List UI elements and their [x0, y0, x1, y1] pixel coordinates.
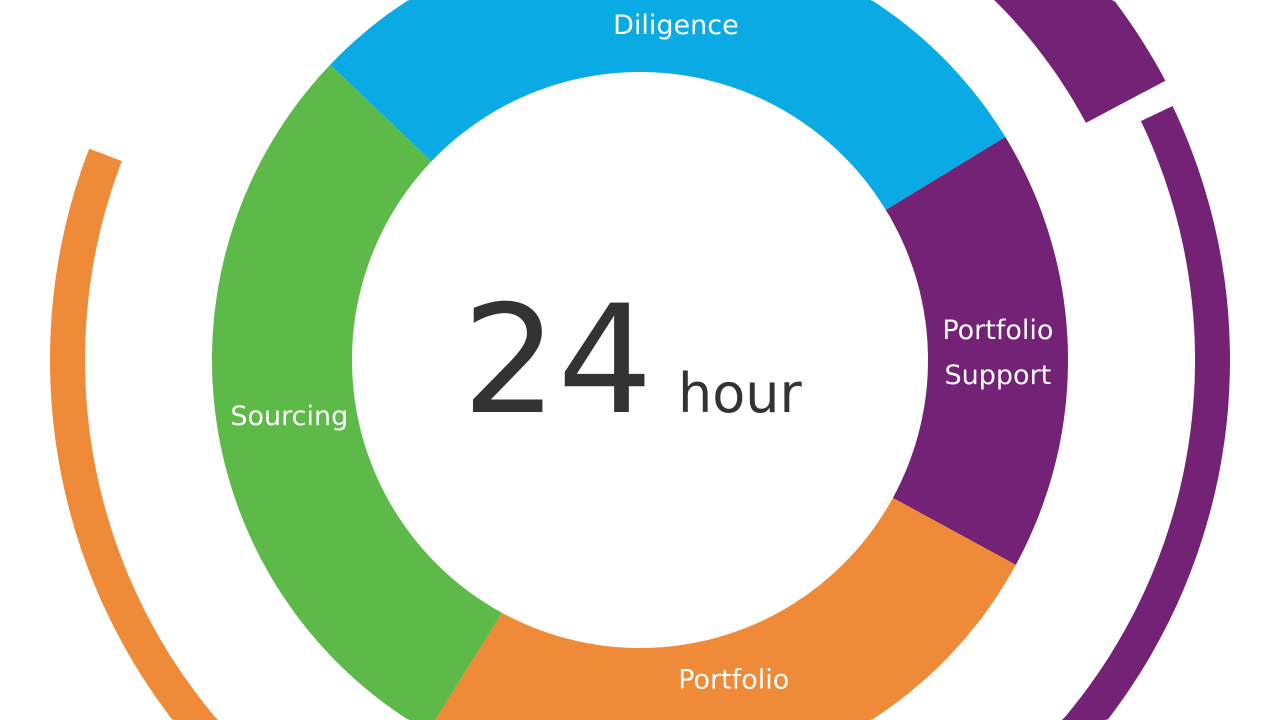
segment-portfolio-support: [885, 137, 1068, 565]
segment-label: Portfolio: [942, 315, 1053, 346]
segment-label: Sourcing: [230, 401, 348, 432]
segment-label: Diligence: [613, 10, 739, 41]
center-unit: hour: [678, 362, 802, 425]
segment-label: Portfolio: [678, 664, 789, 695]
outer-arc-left: [50, 148, 380, 720]
outer-arc-right-block: [977, 0, 1166, 123]
outer-arc-right: [900, 106, 1230, 720]
segment-label: Support: [945, 360, 1052, 391]
segment-diligence: [330, 0, 1006, 210]
segment-portfolio: [435, 497, 1016, 720]
center-value: 24: [462, 274, 653, 448]
segment-sourcing: [212, 64, 503, 720]
